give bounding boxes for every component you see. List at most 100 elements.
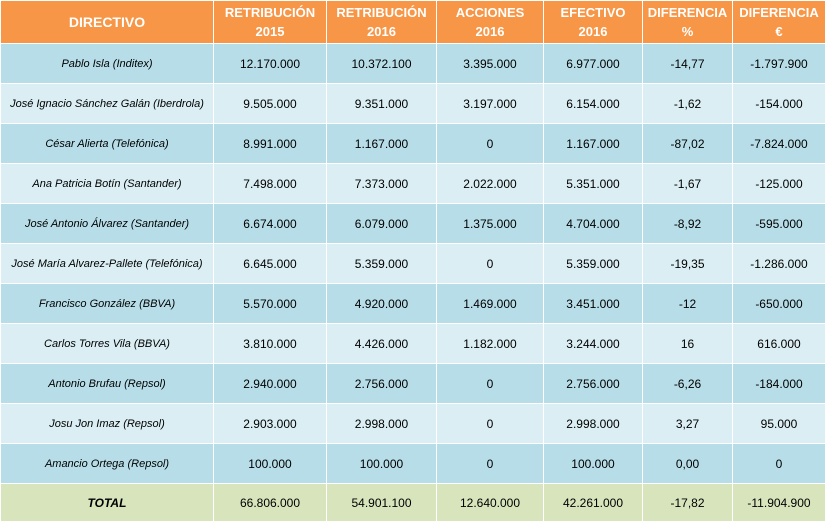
executive-name-cell: José María Alvarez-Pallete (Telefónica) (0, 243, 214, 284)
value-cell: 2.998.000 (543, 403, 643, 444)
value-cell: 9.505.000 (213, 83, 327, 124)
value-cell: -125.000 (732, 163, 825, 204)
value-cell: -184.000 (732, 363, 825, 404)
value-cell: 6.154.000 (543, 83, 643, 124)
value-cell: 6.977.000 (543, 43, 643, 84)
value-cell: 2.903.000 (213, 403, 327, 444)
value-cell: 0 (436, 363, 544, 404)
value-cell: -6,26 (642, 363, 733, 404)
value-cell: 8.991.000 (213, 123, 327, 164)
executive-name-cell: Francisco González (BBVA) (0, 283, 214, 324)
value-cell: 0 (732, 443, 825, 484)
executive-name-cell: Pablo Isla (Inditex) (0, 43, 214, 84)
column-header-line1: EFECTIVO (560, 5, 626, 20)
value-cell: 1.167.000 (543, 123, 643, 164)
column-header-line2: 2016 (475, 24, 505, 39)
value-cell: -1.797.900 (732, 43, 825, 84)
value-cell: 10.372.100 (326, 43, 437, 84)
value-cell: 2.022.000 (436, 163, 544, 204)
table-row: José Antonio Álvarez (Santander) 6.674.00… (0, 203, 825, 244)
table-row: José Ignacio Sánchez Galán (Iberdrola) 9.… (0, 83, 825, 124)
value-cell: 0,00 (642, 443, 733, 484)
table-row: César Alierta (Telefónica) 8.991.000 1.167… (0, 123, 825, 164)
value-cell: 100.000 (326, 443, 437, 484)
value-cell: 0 (436, 443, 544, 484)
value-cell: -19,35 (642, 243, 733, 284)
value-cell: 100.000 (543, 443, 643, 484)
value-cell: 0 (436, 123, 544, 164)
value-cell: -154.000 (732, 83, 825, 124)
table-row: Carlos Torres Vila (BBVA) 3.810.000 4.426.… (0, 323, 825, 364)
value-cell: -12 (642, 283, 733, 324)
value-cell: 9.351.000 (326, 83, 437, 124)
value-cell: 616.000 (732, 323, 825, 364)
column-header-line1: DIFERENCIA (647, 5, 728, 20)
column-header-line2: 2016 (578, 24, 608, 39)
executive-name-cell: José Ignacio Sánchez Galán (Iberdrola) (0, 83, 214, 124)
column-header: RETRIBUCIÓN 2015 (213, 0, 327, 44)
value-cell: 7.498.000 (213, 163, 327, 204)
value-cell: -1,67 (642, 163, 733, 204)
value-cell: -14,77 (642, 43, 733, 84)
total-value-cell: -17,82 (642, 483, 733, 522)
value-cell: 7.373.000 (326, 163, 437, 204)
value-cell: 1.375.000 (436, 203, 544, 244)
table-row: Ana Patricia Botín (Santander) 7.498.000 7… (0, 163, 825, 204)
table-row: Josu Jon Imaz (Repsol) 2.903.000 2.998.000… (0, 403, 825, 444)
column-header: DIFERENCIA% (642, 0, 733, 44)
column-header-line1: DIFERENCIA (739, 5, 819, 20)
table-row: Francisco González (BBVA) 5.570.000 4.920.… (0, 283, 825, 324)
value-cell: 95.000 (732, 403, 825, 444)
column-header-line1: RETRIBUCIÓN (224, 5, 316, 20)
value-cell: 3.810.000 (213, 323, 327, 364)
value-cell: -87,02 (642, 123, 733, 164)
total-value-cell: -11.904.900 (732, 483, 825, 522)
value-cell: 4.920.000 (326, 283, 437, 324)
value-cell: -1,62 (642, 83, 733, 124)
column-header-line1: DIRECTIVO (68, 13, 146, 30)
value-cell: 2.998.000 (326, 403, 437, 444)
value-cell: -595.000 (732, 203, 825, 244)
column-header-line1: RETRIBUCIÓN (336, 5, 427, 20)
executive-name-cell: José Antonio Álvarez (Santander) (0, 203, 214, 244)
table-row: Pablo Isla (Inditex) 12.170.000 10.372.100… (0, 43, 825, 84)
value-cell: 1.167.000 (326, 123, 437, 164)
column-header: RETRIBUCIÓN 2016 (326, 0, 437, 44)
value-cell: 2.756.000 (543, 363, 643, 404)
value-cell: 16 (642, 323, 733, 364)
header-row: DIRECTIVO RETRIBUCIÓN 2015 RETRIBUCIÓN 2016 A… (0, 0, 825, 44)
value-cell: 2.940.000 (213, 363, 327, 404)
executive-name-cell: Josu Jon Imaz (Repsol) (0, 403, 214, 444)
column-header-line2: 2015 (255, 24, 285, 39)
total-row: TOTAL 66.806.000 54.901.100 12.640.000 42.26… (0, 483, 825, 522)
total-value-cell: 66.806.000 (213, 483, 327, 522)
value-cell: 3,27 (642, 403, 733, 444)
total-value-cell: 12.640.000 (436, 483, 544, 522)
value-cell: 5.570.000 (213, 283, 327, 324)
column-header: EFECTIVO 2016 (543, 0, 643, 44)
column-header: DIRECTIVO (0, 0, 214, 44)
value-cell: 2.756.000 (326, 363, 437, 404)
value-cell: 3.197.000 (436, 83, 544, 124)
value-cell: 3.395.000 (436, 43, 544, 84)
column-header-line2: % (681, 24, 694, 39)
column-header-line2: 2016 (367, 24, 396, 39)
value-cell: 3.244.000 (543, 323, 643, 364)
total-value-cell: 54.901.100 (326, 483, 437, 522)
column-header: ACCIONES 2016 (436, 0, 544, 44)
table-body: Pablo Isla (Inditex) 12.170.000 10.372.100… (0, 43, 825, 484)
value-cell: 100.000 (213, 443, 327, 484)
executive-name-cell: Ana Patricia Botín (Santander) (0, 163, 214, 204)
column-header-line1: ACCIONES (455, 5, 525, 20)
value-cell: 3.451.000 (543, 283, 643, 324)
value-cell: 1.469.000 (436, 283, 544, 324)
value-cell: 4.704.000 (543, 203, 643, 244)
value-cell: -650.000 (732, 283, 825, 324)
table-row: Amancio Ortega (Repsol) 100.000 100.000 0 10… (0, 443, 825, 484)
value-cell: 6.645.000 (213, 243, 327, 284)
value-cell: -7.824.000 (732, 123, 825, 164)
value-cell: 4.426.000 (326, 323, 437, 364)
value-cell: 12.170.000 (213, 43, 327, 84)
value-cell: 5.351.000 (543, 163, 643, 204)
